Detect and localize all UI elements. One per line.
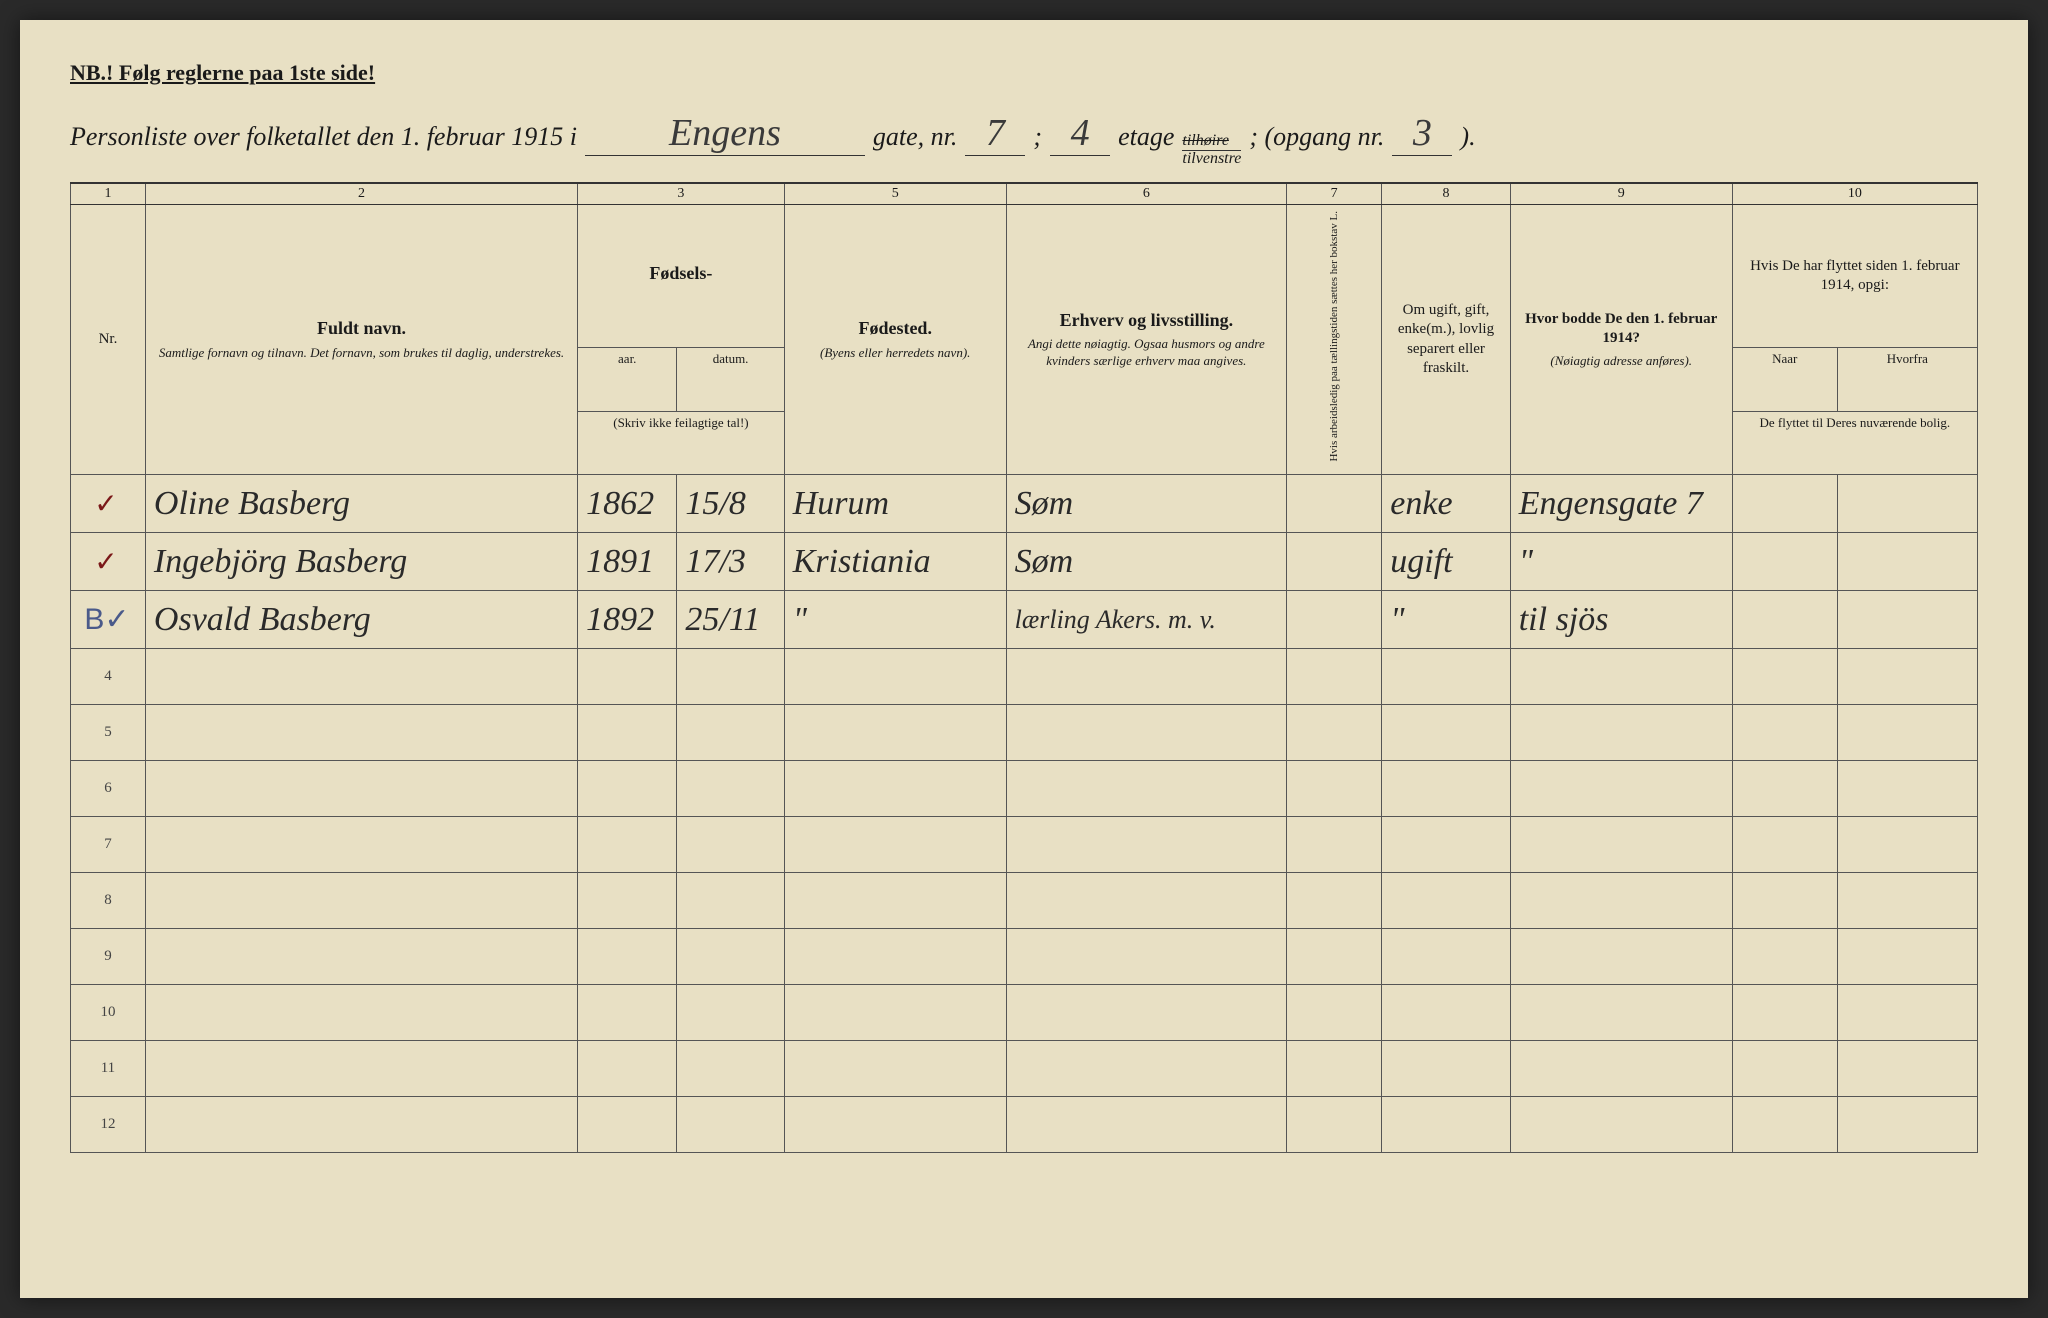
column-number-row: 1 2 3 5 6 7 8 9 10: [71, 183, 1978, 205]
header-nr: Nr.: [71, 205, 146, 475]
header-birth-note: (Skriv ikke feilagtige tal!): [578, 411, 785, 474]
header-occupation: Erhverv og livsstilling. Angi dette nøia…: [1006, 205, 1286, 475]
header-marital: Om ugift, gift, enke(m.), lovlig separer…: [1382, 205, 1510, 475]
cell-year: 1862: [578, 475, 677, 533]
cell-from: [1837, 591, 1977, 649]
header-name: Fuldt navn. Samtlige fornavn og tilnavn.…: [145, 205, 577, 475]
cell-year: 1892: [578, 591, 677, 649]
cell-date: 17/3: [677, 533, 784, 591]
cell-from: [1837, 475, 1977, 533]
cell-nr: ✓: [71, 533, 146, 591]
table-row: ✓ Oline Basberg 1862 15/8 Hurum Søm enke…: [71, 475, 1978, 533]
field-etage: 4: [1050, 111, 1110, 156]
cell-col7: [1287, 475, 1382, 533]
cell-name: Oline Basberg: [145, 475, 577, 533]
table-row: 8: [71, 873, 1978, 929]
cell-prev: ": [1510, 533, 1732, 591]
header-when: Naar: [1732, 348, 1837, 411]
cell-name: Ingebjörg Basberg: [145, 533, 577, 591]
closing-paren: ).: [1460, 122, 1475, 152]
header-birth: Fødsels-: [578, 205, 785, 348]
header-birthplace: Fødested. (Byens eller herredets navn).: [784, 205, 1006, 475]
cell-when: [1732, 591, 1837, 649]
table-row: 5: [71, 705, 1978, 761]
cell-date: 25/11: [677, 591, 784, 649]
header-col7: Hvis arbeidsledig paa tællingstiden sætt…: [1287, 205, 1382, 475]
title-line: Personliste over folketallet den 1. febr…: [70, 111, 1978, 167]
header-moved: Hvis De har flyttet siden 1. februar 191…: [1732, 205, 1977, 348]
label-opgang: ; (opgang nr.: [1249, 122, 1384, 152]
table-row: 11: [71, 1041, 1978, 1097]
table-row: 7: [71, 817, 1978, 873]
table-row: 9: [71, 929, 1978, 985]
cell-year: 1891: [578, 533, 677, 591]
field-gate-nr: 7: [965, 111, 1025, 156]
cell-birthplace: Hurum: [784, 475, 1006, 533]
cell-date: 15/8: [677, 475, 784, 533]
cell-marital: ": [1382, 591, 1510, 649]
cell-marital: enke: [1382, 475, 1510, 533]
table-row: 12: [71, 1097, 1978, 1153]
side-fraction: tilhøire tilvenstre: [1182, 133, 1241, 167]
header-from: Hvorfra: [1837, 348, 1977, 411]
header-moved-note: De flyttet til Deres nuværende bolig.: [1732, 411, 1977, 474]
label-gate: gate, nr.: [873, 122, 958, 152]
cell-birthplace: Kristiania: [784, 533, 1006, 591]
table-row: 4: [71, 649, 1978, 705]
census-table: 1 2 3 5 6 7 8 9 10 Nr. Fuldt navn. Samtl…: [70, 182, 1978, 1153]
table-row: 10: [71, 985, 1978, 1041]
header-row-1: Nr. Fuldt navn. Samtlige fornavn og tiln…: [71, 205, 1978, 348]
cell-name: Osvald Basberg: [145, 591, 577, 649]
cell-occupation: lærling Akers. m. v.: [1006, 591, 1286, 649]
cell-marital: ugift: [1382, 533, 1510, 591]
cell-nr: B✓: [71, 591, 146, 649]
census-form: NB.! Følg reglerne paa 1ste side! Person…: [20, 20, 2028, 1298]
semicolon: ;: [1033, 122, 1042, 152]
cell-from: [1837, 533, 1977, 591]
table-row: B✓ Osvald Basberg 1892 25/11 " lærling A…: [71, 591, 1978, 649]
field-street: Engens: [585, 111, 865, 156]
header-prev-addr: Hvor bodde De den 1. februar 1914? (Nøia…: [1510, 205, 1732, 475]
cell-col7: [1287, 533, 1382, 591]
header-date: datum.: [677, 348, 784, 411]
cell-occupation: Søm: [1006, 533, 1286, 591]
field-opgang-nr: 3: [1392, 111, 1452, 156]
label-etage: etage: [1118, 122, 1174, 152]
cell-when: [1732, 475, 1837, 533]
header-note: NB.! Følg reglerne paa 1ste side!: [70, 60, 1978, 86]
title-prefix: Personliste over folketallet den 1. febr…: [70, 122, 577, 152]
cell-nr: ✓: [71, 475, 146, 533]
cell-col7: [1287, 591, 1382, 649]
table-row: ✓ Ingebjörg Basberg 1891 17/3 Kristiania…: [71, 533, 1978, 591]
cell-occupation: Søm: [1006, 475, 1286, 533]
cell-birthplace: ": [784, 591, 1006, 649]
table-row: 6: [71, 761, 1978, 817]
cell-when: [1732, 533, 1837, 591]
cell-prev: Engensgate 7: [1510, 475, 1732, 533]
cell-prev: til sjös: [1510, 591, 1732, 649]
header-year: aar.: [578, 348, 677, 411]
